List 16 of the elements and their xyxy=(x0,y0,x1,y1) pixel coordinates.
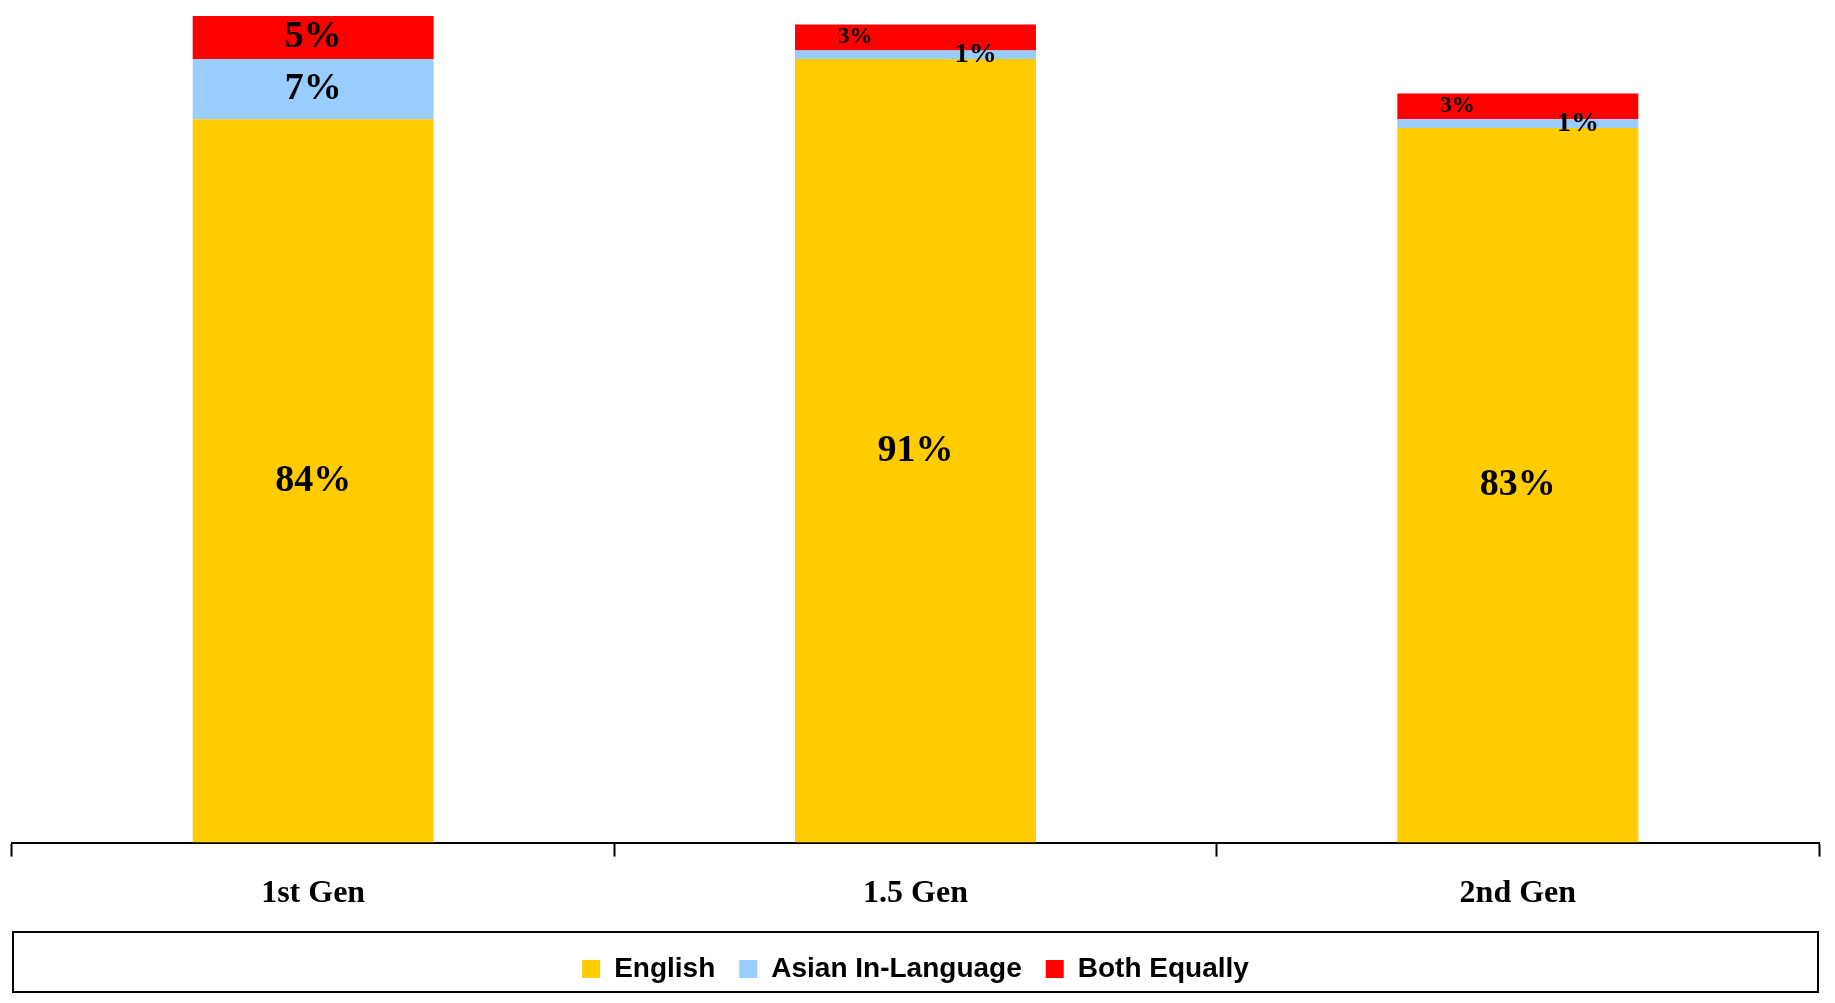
legend-label: Asian In-Language xyxy=(771,951,1022,983)
legend-label: Both Equally xyxy=(1077,951,1250,983)
data-label: 7% xyxy=(284,65,342,107)
bar xyxy=(192,119,434,843)
x-tick-label: 1st Gen xyxy=(261,873,366,910)
legend-label: English xyxy=(614,951,716,983)
bar xyxy=(192,16,434,60)
data-label: 3% xyxy=(838,23,873,49)
data-label: 83% xyxy=(1479,461,1556,504)
data-label: 5% xyxy=(284,13,342,56)
bar xyxy=(192,59,434,120)
x-tick-label: 1.5 Gen xyxy=(863,873,969,910)
data-label: 3% xyxy=(1440,92,1475,118)
x-tick-label: 2nd Gen xyxy=(1459,873,1577,910)
data-label: 84% xyxy=(275,456,352,499)
data-label: 91% xyxy=(877,426,954,469)
